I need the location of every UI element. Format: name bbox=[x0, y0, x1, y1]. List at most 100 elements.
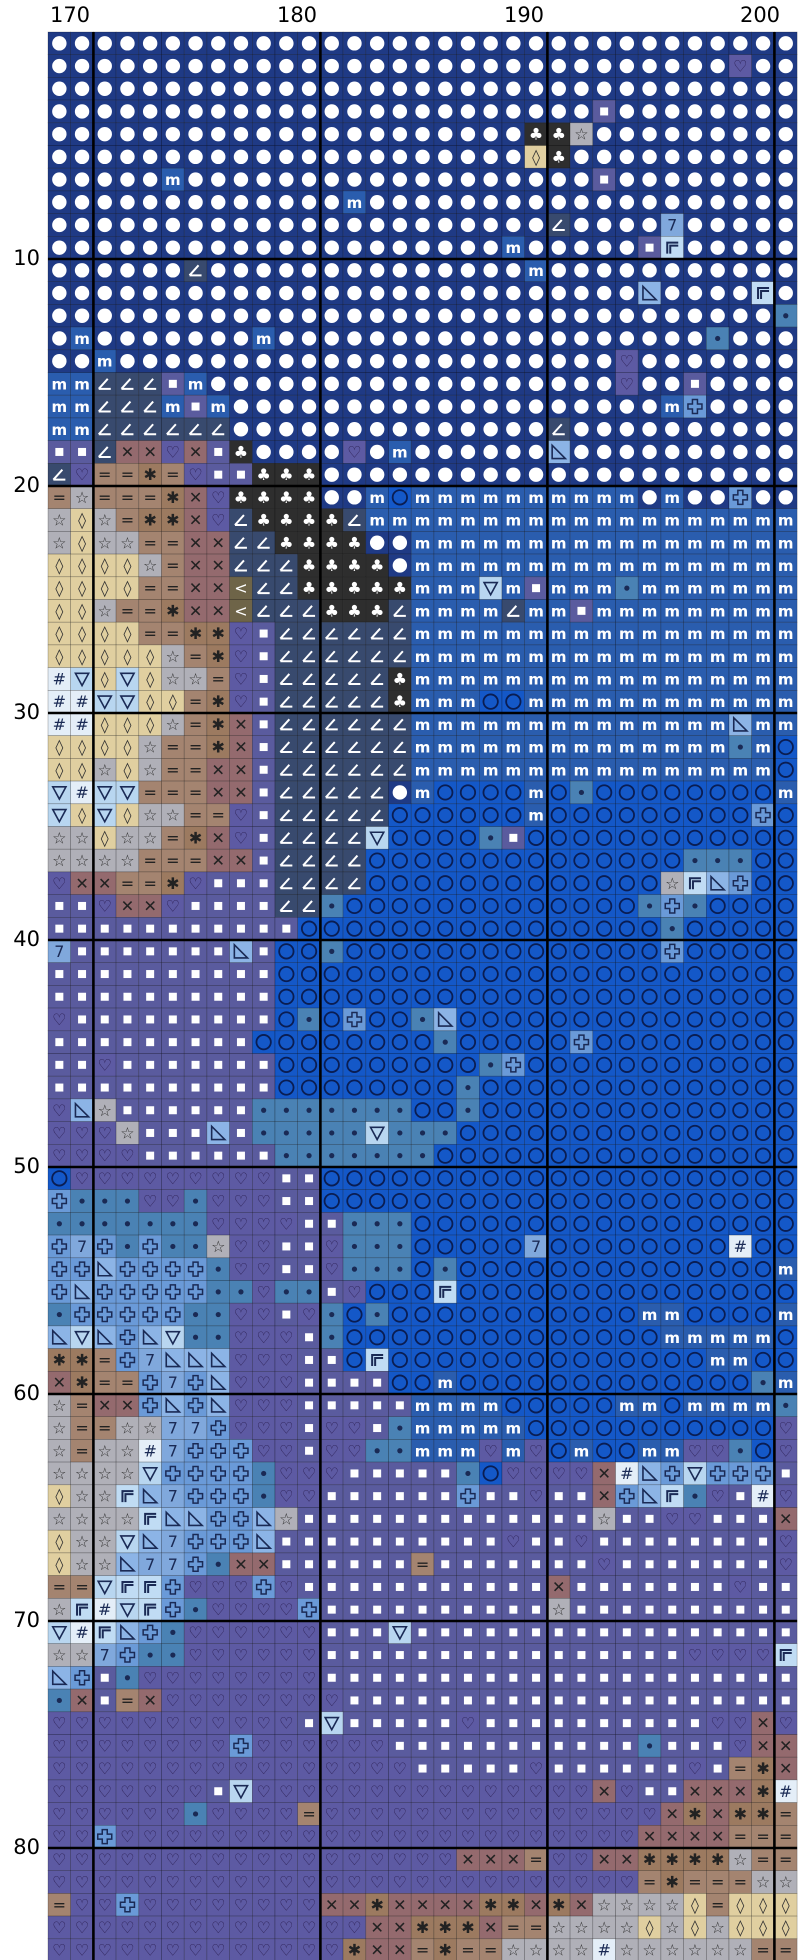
stitch-cell-triangle-down bbox=[365, 826, 389, 850]
stitch-cell-m: m bbox=[433, 1371, 457, 1395]
stitch-cell-heart: ♡ bbox=[93, 1915, 117, 1940]
stitch-cell-small-dot bbox=[388, 1144, 412, 1168]
stitch-cell-m: m bbox=[751, 758, 775, 782]
stitch-cell-circle-outline bbox=[456, 1053, 480, 1077]
stitch-cell-circle-white bbox=[365, 213, 389, 237]
stitch-cell-circle-white bbox=[683, 326, 707, 351]
svg-text:☆: ☆ bbox=[52, 533, 66, 552]
stitch-cell-dot-square bbox=[138, 916, 162, 941]
stitch-cell-dot-square bbox=[705, 1620, 730, 1645]
stitch-cell-heart: ♡ bbox=[47, 1847, 72, 1872]
svg-text:m: m bbox=[437, 534, 453, 552]
svg-text:m: m bbox=[733, 512, 749, 530]
stitch-cell-circle-white bbox=[705, 304, 730, 328]
stitch-cell-small-dot bbox=[388, 1212, 412, 1236]
stitch-cell-circle-outline bbox=[388, 826, 412, 850]
stitch-cell-circle-white bbox=[342, 304, 367, 328]
stitch-cell-heart: ♡ bbox=[161, 1734, 185, 1758]
stitch-cell-heart: ♡ bbox=[320, 1688, 344, 1713]
stitch-cell-heart: ♡ bbox=[252, 1734, 276, 1758]
stitch-cell-small-dot bbox=[206, 1280, 230, 1304]
stitch-cell-circle-white bbox=[115, 213, 140, 237]
stitch-cell-star: ☆ bbox=[615, 1915, 639, 1940]
stitch-cell-m: m bbox=[592, 531, 616, 555]
stitch-cell-triangle-down bbox=[115, 1598, 140, 1622]
svg-text:◊: ◊ bbox=[78, 738, 86, 757]
stitch-cell-dot-square bbox=[70, 1053, 94, 1077]
stitch-cell-club: ♣ bbox=[365, 576, 389, 600]
stitch-cell-dot-square bbox=[297, 1189, 321, 1213]
svg-text:m: m bbox=[687, 602, 703, 620]
stitch-cell-asterisk: ✱ bbox=[751, 1802, 775, 1826]
stitch-cell-diamond: ◊ bbox=[70, 644, 94, 668]
stitch-cell-circle-white bbox=[637, 349, 662, 373]
stitch-cell-circle-outline bbox=[365, 916, 389, 941]
stitch-cell-circle-outline bbox=[433, 1189, 457, 1213]
stitch-cell-dot-square bbox=[365, 1711, 389, 1735]
stitch-cell-circle-white bbox=[47, 326, 72, 351]
stitch-cell-m: m bbox=[569, 758, 594, 782]
stitch-cell-heart: ♡ bbox=[478, 1825, 503, 1849]
stitch-cell-circle-outline bbox=[320, 985, 344, 1009]
stitch-cell-circle-outline bbox=[774, 1234, 798, 1259]
stitch-cell-circle-white bbox=[47, 258, 72, 283]
svg-text:m: m bbox=[596, 489, 612, 507]
stitch-cell-plus-outline bbox=[728, 871, 753, 895]
stitch-cell-heart: ♡ bbox=[47, 1915, 72, 1940]
stitch-cell-heart: ♡ bbox=[274, 1598, 299, 1622]
stitch-cell-heart: ♡ bbox=[252, 1371, 276, 1395]
stitch-cell-circle-white bbox=[478, 304, 503, 328]
stitch-cell-circle-white bbox=[70, 167, 94, 192]
stitch-cell-circle-white bbox=[388, 99, 412, 124]
stitch-cell-circle-white bbox=[705, 31, 730, 56]
stitch-cell-circle-outline bbox=[547, 1325, 571, 1349]
svg-text:♡: ♡ bbox=[188, 465, 202, 484]
stitch-cell-dot-square bbox=[410, 1756, 435, 1781]
stitch-cell-m: m bbox=[751, 1325, 775, 1349]
stitch-cell-plus-outline bbox=[138, 1257, 162, 1281]
stitch-cell-heart: ♡ bbox=[592, 1802, 616, 1826]
stitch-cell-corner bbox=[774, 1643, 798, 1667]
svg-text:m: m bbox=[596, 580, 612, 598]
stitch-cell-dot-square bbox=[728, 1598, 753, 1622]
stitch-cell-circle-outline bbox=[547, 1257, 571, 1281]
svg-text:m: m bbox=[574, 489, 590, 507]
stitch-cell-equals: = bbox=[728, 1756, 753, 1781]
stitch-cell-m: m bbox=[660, 394, 684, 419]
stitch-cell-circle-outline bbox=[388, 803, 412, 827]
stitch-cell-heart: ♡ bbox=[478, 1779, 503, 1803]
svg-text:m: m bbox=[778, 693, 794, 711]
stitch-cell-dot-square bbox=[478, 1711, 503, 1735]
stitch-cell-heart: ♡ bbox=[138, 1893, 162, 1917]
stitch-cell-dot-square bbox=[705, 1575, 730, 1599]
stitch-cell-hook bbox=[320, 826, 344, 850]
stitch-cell-circle-white bbox=[229, 145, 253, 169]
stitch-cell-circle-white bbox=[342, 77, 367, 101]
stitch-cell-hook bbox=[388, 644, 412, 668]
svg-text:◊: ◊ bbox=[55, 556, 63, 575]
stitch-cell-asterisk: ✱ bbox=[206, 712, 230, 737]
svg-text:♣: ♣ bbox=[325, 511, 339, 530]
stitch-cell-triangle-down bbox=[138, 1461, 162, 1486]
stitch-cell-circle-outline bbox=[660, 803, 684, 827]
stitch-cell-m: m bbox=[569, 735, 594, 759]
svg-text:m: m bbox=[188, 375, 204, 393]
stitch-cell-dot-square bbox=[274, 1189, 299, 1213]
stitch-cell-circle-outline bbox=[728, 803, 753, 827]
stitch-cell-equals: = bbox=[774, 1847, 798, 1872]
stitch-cell-circle-outline bbox=[388, 916, 412, 941]
stitch-cell-small-dot bbox=[138, 1643, 162, 1667]
stitch-cell-dot-square bbox=[524, 1666, 548, 1690]
stitch-cell-circle-white bbox=[456, 31, 480, 56]
stitch-cell-circle-outline bbox=[615, 1030, 639, 1054]
stitch-cell-circle-outline bbox=[683, 1348, 707, 1372]
stitch-cell-triangle bbox=[252, 1529, 276, 1554]
stitch-cell-club: ♣ bbox=[365, 599, 389, 623]
stitch-cell-hook bbox=[388, 599, 412, 623]
stitch-cell-circle-white bbox=[70, 258, 94, 283]
stitch-cell-club: ♣ bbox=[229, 440, 253, 464]
stitch-cell-circle-white bbox=[637, 190, 662, 214]
stitch-cell-circle-white bbox=[70, 213, 94, 237]
stitch-cell-circle-outline bbox=[342, 916, 367, 941]
stitch-cell-circle-white bbox=[252, 31, 276, 56]
